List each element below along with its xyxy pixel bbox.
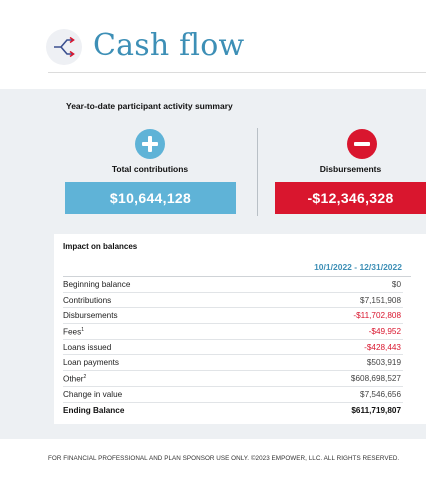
minus-circle-icon bbox=[347, 129, 377, 159]
table-row: Other2 $608,698,527 bbox=[63, 371, 403, 387]
table-row: Disbursements -$11,702,808 bbox=[63, 308, 403, 325]
contributions-label: Total contributions bbox=[111, 164, 189, 174]
row-label: Ending Balance bbox=[63, 406, 124, 415]
page-header: Cash flow bbox=[0, 0, 426, 88]
header-divider bbox=[48, 72, 426, 73]
shuffle-arrows-icon bbox=[46, 29, 82, 65]
footer-disclaimer: FOR FINANCIAL PROFESSIONAL AND PLAN SPON… bbox=[48, 455, 400, 462]
impact-title: Impact on balances bbox=[63, 242, 138, 251]
row-label: Change in value bbox=[63, 390, 122, 399]
row-label-text: Ending Balance bbox=[63, 405, 125, 415]
table-row: Ending Balance $611,719,807 bbox=[63, 403, 403, 419]
row-label-text: Disbursements bbox=[63, 311, 118, 321]
row-label-text: Contributions bbox=[63, 295, 112, 305]
disbursements-total: -$12,346,328 bbox=[275, 182, 426, 214]
row-value: -$11,702,808 bbox=[353, 311, 401, 321]
impact-card: Impact on balances 10/1/2022 - 12/31/202… bbox=[54, 234, 426, 424]
row-value: -$49,952 bbox=[368, 327, 401, 337]
disbursements-label: Disbursements bbox=[319, 164, 382, 174]
row-value: -$428,443 bbox=[364, 342, 401, 352]
row-label-text: Other bbox=[63, 374, 84, 384]
page-title: Cash flow bbox=[93, 28, 245, 63]
footnote-marker: 2 bbox=[83, 374, 87, 381]
row-label-text: Loan payments bbox=[63, 358, 119, 368]
footnote-marker: 1 bbox=[81, 327, 84, 334]
row-label: Loan payments bbox=[63, 358, 119, 367]
impact-table: Beginning balance $0 Contributions $7,151,9… bbox=[63, 277, 403, 418]
row-value: $608,698,527 bbox=[350, 374, 401, 384]
row-label-text: Beginning balance bbox=[63, 280, 131, 289]
contributions-total: $10,644,128 bbox=[65, 182, 236, 214]
table-row: Contributions $7,151,908 bbox=[63, 293, 403, 309]
summary-divider bbox=[257, 128, 258, 216]
row-label: Fees1 bbox=[63, 327, 84, 337]
table-row: Loans issued -$428,443 bbox=[63, 340, 403, 356]
row-value: $503,919 bbox=[366, 358, 401, 368]
row-label: Loans issued bbox=[63, 343, 111, 352]
row-value: $7,151,908 bbox=[360, 295, 401, 305]
row-label-text: Change in value bbox=[63, 389, 123, 399]
table-row: Beginning balance $0 bbox=[63, 277, 403, 293]
row-label: Disbursements bbox=[63, 311, 118, 320]
row-value: $7,546,656 bbox=[360, 389, 401, 399]
row-value: $0 bbox=[391, 280, 401, 289]
row-label: Beginning balance bbox=[63, 280, 130, 289]
plus-circle-icon bbox=[135, 129, 165, 159]
table-row: Loan payments $503,919 bbox=[63, 355, 403, 372]
table-row: Change in value $7,546,656 bbox=[63, 387, 403, 403]
table-row: Fees1 -$49,952 bbox=[63, 324, 403, 340]
summary-title: Year-to-date participant activity summar… bbox=[66, 101, 233, 111]
row-label-text: Loans issued bbox=[63, 342, 112, 352]
row-label-text: Fees bbox=[63, 327, 82, 337]
row-value: $611,719,807 bbox=[351, 405, 401, 415]
row-label: Other2 bbox=[63, 374, 86, 384]
row-label: Contributions bbox=[63, 296, 111, 305]
period-header: 10/1/2022 - 12/31/2022 bbox=[314, 262, 402, 272]
period-divider bbox=[63, 276, 411, 277]
